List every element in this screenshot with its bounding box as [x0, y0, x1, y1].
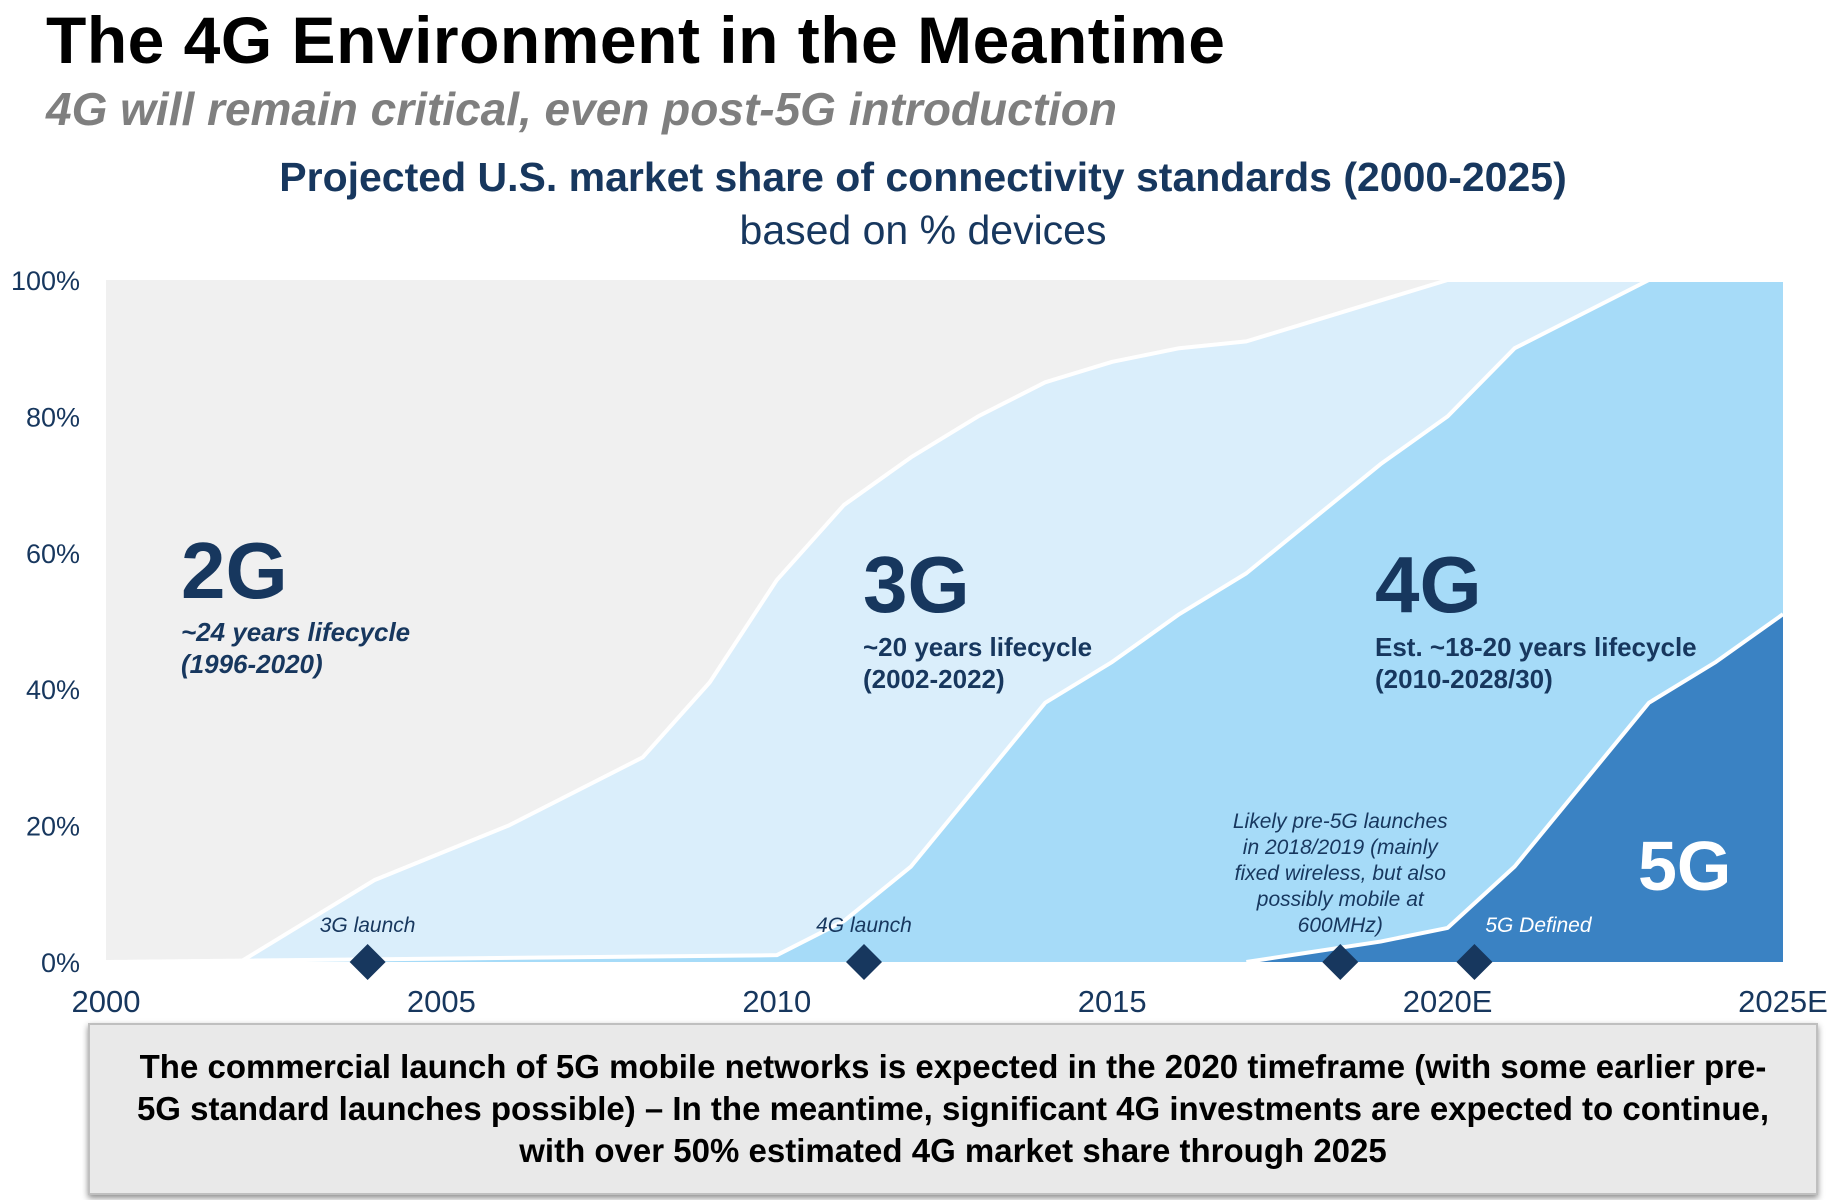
x-tick-label: 2000 — [72, 984, 141, 1019]
lifecycle-note-2g: (1996-2020) — [181, 649, 323, 679]
x-tick-label: 2015 — [1078, 984, 1147, 1019]
y-tick-label: 60% — [26, 539, 80, 569]
milestone-label-likely-pre-5g-launches: 600MHz) — [1298, 914, 1383, 937]
series-label-2g: 2G — [181, 526, 288, 615]
boundary-line-4g — [105, 278, 1783, 964]
lifecycle-note-4g: Est. ~18-20 years lifecycle — [1375, 632, 1697, 662]
lifecycle-note-3g: ~20 years lifecycle — [863, 632, 1092, 662]
milestone-label-likely-pre-5g-launches: Likely pre-5G launches — [1233, 810, 1448, 833]
area-5g — [106, 614, 1783, 962]
milestone-marker-5g-defined — [1456, 944, 1493, 980]
x-tick-label: 2025E — [1738, 984, 1828, 1019]
milestone-marker-4g-launch — [846, 944, 883, 980]
x-tick-label: 2010 — [742, 984, 811, 1019]
area-4g — [106, 280, 1783, 962]
summary-text: The commercial launch of 5G mobile netwo… — [136, 1048, 1770, 1169]
lifecycle-note-2g: ~24 years lifecycle — [181, 617, 410, 647]
milestone-marker-3g-launch — [349, 944, 386, 980]
chart-title: Projected U.S. market share of connectiv… — [279, 154, 1567, 200]
slide-subtitle: 4G will remain critical, even post-5G in… — [46, 83, 1118, 135]
summary-callout: The commercial launch of 5G mobile netwo… — [88, 1023, 1818, 1195]
y-tick-label: 100% — [11, 266, 80, 296]
chart-subtitle: based on % devices — [739, 207, 1107, 253]
milestone-label-likely-pre-5g-launches: in 2018/2019 (mainly — [1243, 836, 1439, 859]
series-label-4g: 4G — [1375, 540, 1482, 629]
boundary-line-5g — [1246, 612, 1785, 964]
series-label-5g: 5G — [1638, 827, 1731, 905]
milestone-label-5g-defined: 5G Defined — [1485, 914, 1593, 937]
boundary-line-3g — [239, 278, 1783, 964]
x-tick-label: 2020E — [1403, 984, 1493, 1019]
y-tick-label: 20% — [26, 812, 80, 842]
milestone-marker-likely-pre-5g-launches — [1322, 944, 1359, 980]
y-tick-label: 40% — [26, 675, 80, 705]
y-tick-label: 0% — [41, 948, 80, 978]
milestone-label-likely-pre-5g-launches: fixed wireless, but also — [1235, 862, 1447, 885]
y-tick-label: 80% — [26, 402, 80, 432]
lifecycle-note-3g: (2002-2022) — [863, 664, 1005, 694]
series-label-3g: 3G — [863, 540, 970, 629]
lifecycle-note-4g: (2010-2028/30) — [1375, 664, 1553, 694]
x-tick-label: 2005 — [407, 984, 476, 1019]
milestone-label-4g-launch: 4G launch — [816, 914, 912, 937]
milestone-label-likely-pre-5g-launches: possibly mobile at — [1256, 888, 1425, 911]
milestone-label-3g-launch: 3G launch — [320, 914, 416, 937]
slide-title: The 4G Environment in the Meantime — [46, 3, 1226, 77]
